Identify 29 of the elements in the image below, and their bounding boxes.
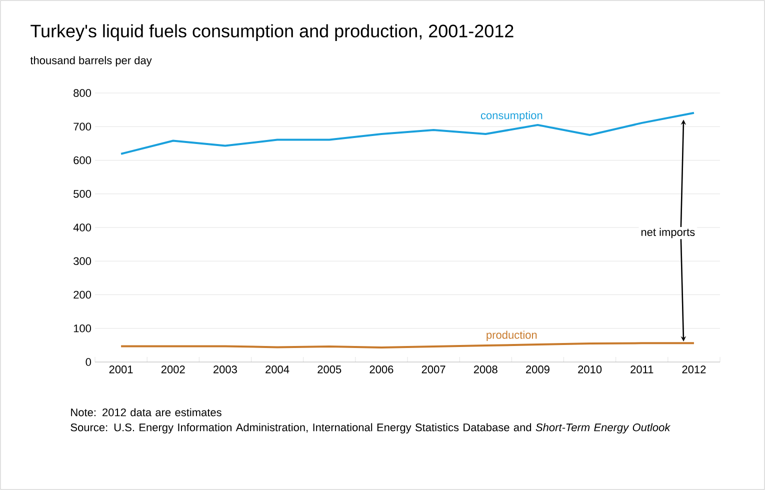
x-tick-label: 2008 — [474, 366, 498, 374]
x-tick-label: 2005 — [318, 366, 342, 374]
y-tick-label: 600 — [74, 156, 92, 164]
series-label: production — [486, 330, 537, 341]
chart-subtitle: thousand barrels per day — [30, 56, 152, 66]
chart-title: Turkey's liquid fuels consumption and production, 2001-2012 — [30, 24, 514, 41]
y-tick-label: 700 — [74, 122, 92, 131]
x-tick-label: 2006 — [370, 366, 394, 374]
y-tick-label: 800 — [74, 89, 92, 97]
annotation: net imports — [641, 228, 695, 238]
y-tick-label: 0 — [86, 358, 92, 366]
x-tick-label: 2007 — [422, 366, 446, 374]
y-tick-label: 200 — [74, 290, 92, 299]
x-tick-label: 2009 — [526, 366, 550, 374]
x-tick-label: 2011 — [630, 366, 654, 374]
x-tick-label: 2010 — [578, 366, 602, 374]
y-tick-label: 500 — [74, 190, 92, 198]
y-tick-label: 400 — [73, 224, 92, 232]
x-tick-label: 2012 — [682, 366, 706, 374]
x-tick-label: 2001 — [109, 366, 133, 374]
y-tick-label: 300 — [74, 257, 92, 266]
source-note: Source: U.S. Energy Information Administration, International Energy Statistics Database and Short-Term Energy Outlook — [70, 423, 671, 434]
y-tick-label: 100 — [74, 324, 92, 332]
line-series — [120, 112, 695, 155]
text: Note: 2012 data are estimates — [71, 408, 222, 416]
x-tick-label: 2004 — [266, 366, 290, 374]
x-tick-label: 2002 — [161, 366, 185, 374]
x-tick-label: 2003 — [214, 366, 237, 374]
series-label: consumption — [480, 111, 542, 122]
